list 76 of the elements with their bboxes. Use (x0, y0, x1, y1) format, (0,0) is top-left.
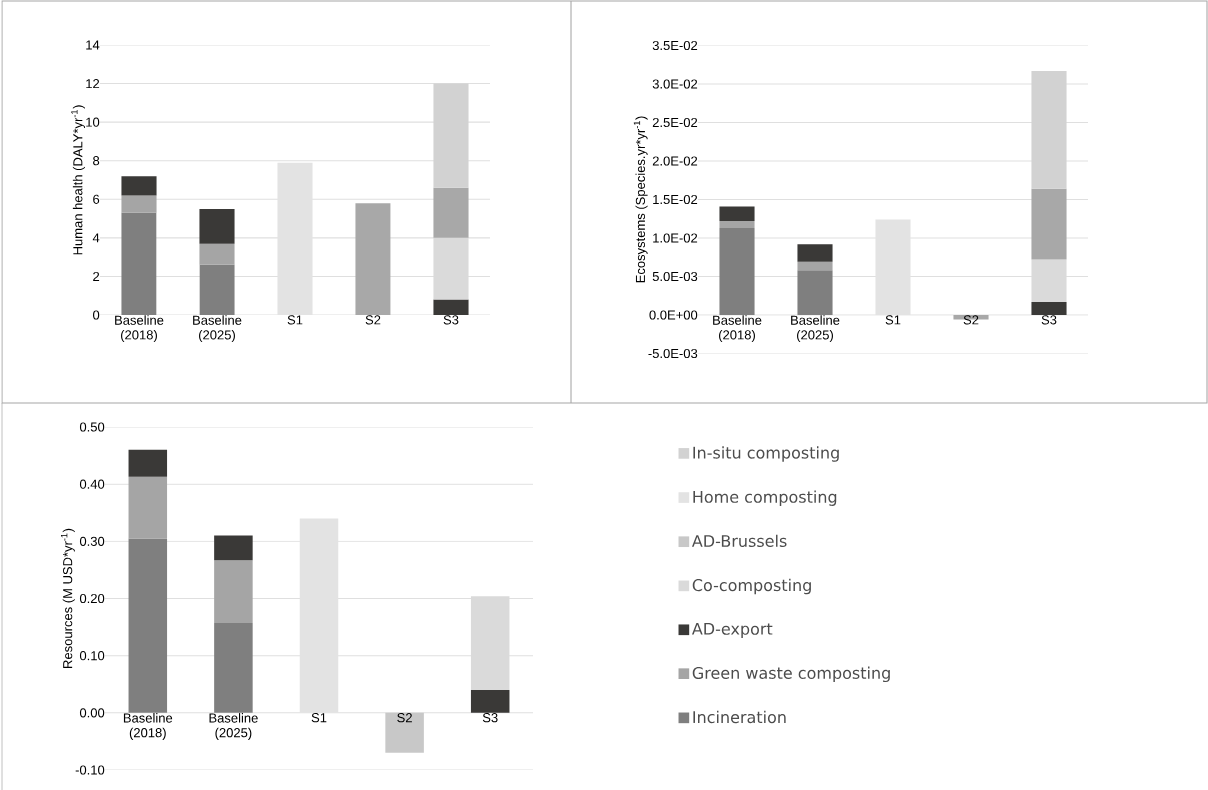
bar (355, 203, 391, 315)
bar (797, 270, 833, 315)
bar (433, 187, 469, 238)
bar (128, 538, 168, 713)
bar (121, 176, 157, 196)
legend-label: AD-Brussels (691, 534, 787, 548)
x-tick-label: Baseline (2018) (115, 315, 164, 343)
legend-label: AD-export (691, 622, 773, 638)
bar (1031, 188, 1067, 260)
y-tick-label: 0.30 (79, 536, 105, 546)
x-tick-label: S3 (482, 713, 498, 723)
y-tick-label: 6 (93, 194, 100, 204)
bar (128, 476, 168, 539)
bar (719, 221, 755, 228)
x-tick-label: Baseline (2018) (713, 315, 762, 343)
y-tick-label: 0.10 (79, 651, 105, 661)
bar (719, 227, 755, 315)
y-tick-label: -5.0E-03 (648, 348, 698, 359)
bar (433, 83, 469, 188)
x-tick-label: Baseline (2025) (209, 713, 258, 740)
bar (385, 712, 424, 753)
y-tick-label: 1.5E-02 (653, 194, 698, 205)
bar (797, 244, 833, 262)
bar (214, 560, 253, 624)
x-tick-label: S3 (1041, 315, 1057, 325)
bar (214, 623, 253, 713)
y-tick-label: 2.0E-02 (652, 156, 698, 166)
bar (199, 243, 235, 265)
bar (121, 212, 157, 315)
y-tick-label: -0.10 (75, 765, 105, 775)
y-tick-label: 10 (86, 117, 100, 127)
y-tick-label: 2 (93, 271, 100, 281)
y-tick-label: 0 (93, 310, 100, 320)
y-tick-label: 8 (93, 156, 100, 166)
x-tick-label: S2 (397, 713, 412, 723)
y-tick-label: 12 (86, 79, 100, 89)
legend-label: Incineration (693, 710, 786, 724)
bar (128, 449, 168, 477)
bar (121, 195, 157, 213)
bar (1031, 70, 1067, 189)
legend-label: Home composting (693, 490, 837, 506)
bar (470, 689, 510, 713)
y-tick-label: 4 (92, 233, 100, 243)
x-tick-label: S1 (885, 315, 901, 325)
x-tick-label: S3 (443, 315, 459, 325)
y-axis-title: Ecosystems (Species.yr*yr$^{-1}$) (633, 116, 648, 283)
y-tick-label: 0.20 (79, 593, 105, 604)
y-tick-label: 5.0E-03 (652, 271, 698, 282)
x-tick-label: S1 (311, 713, 327, 723)
y-axis-title: Human health (DALY*yr$^{-1}$) (71, 105, 86, 255)
x-tick-label: Baseline (2025) (791, 315, 840, 343)
y-tick-label: 0.0E+00 (649, 310, 698, 320)
x-tick-label: S2 (365, 315, 381, 325)
y-tick-label: 3.0E-02 (652, 79, 698, 89)
bar (797, 261, 833, 271)
y-tick-label: 14 (86, 40, 100, 50)
x-tick-label: S2 (963, 315, 979, 325)
y-tick-label: 0.40 (79, 479, 105, 489)
x-tick-label: Baseline (2025) (193, 315, 242, 343)
y-tick-label: 3.5E-02 (652, 40, 698, 51)
y-tick-label: 0.00 (79, 708, 105, 718)
y-tick-label: 1.0E-02 (653, 233, 698, 243)
x-tick-label: S1 (287, 315, 303, 325)
bar (433, 299, 469, 315)
bar (199, 208, 235, 244)
bar (1031, 301, 1067, 315)
bar (214, 535, 253, 561)
bar (199, 264, 235, 315)
legend-label: Green waste composting (692, 666, 890, 683)
legend-label: In-situ composting (693, 446, 839, 462)
y-tick-label: 0.50 (79, 422, 105, 432)
bar (719, 206, 755, 222)
x-tick-label: Baseline (2018) (123, 713, 173, 740)
y-axis-title: Resources (M USD*yr$^{-1}$) (61, 528, 75, 668)
legend-label: Co-composting (692, 578, 811, 595)
y-tick-label: 2.5E-02 (652, 117, 698, 128)
